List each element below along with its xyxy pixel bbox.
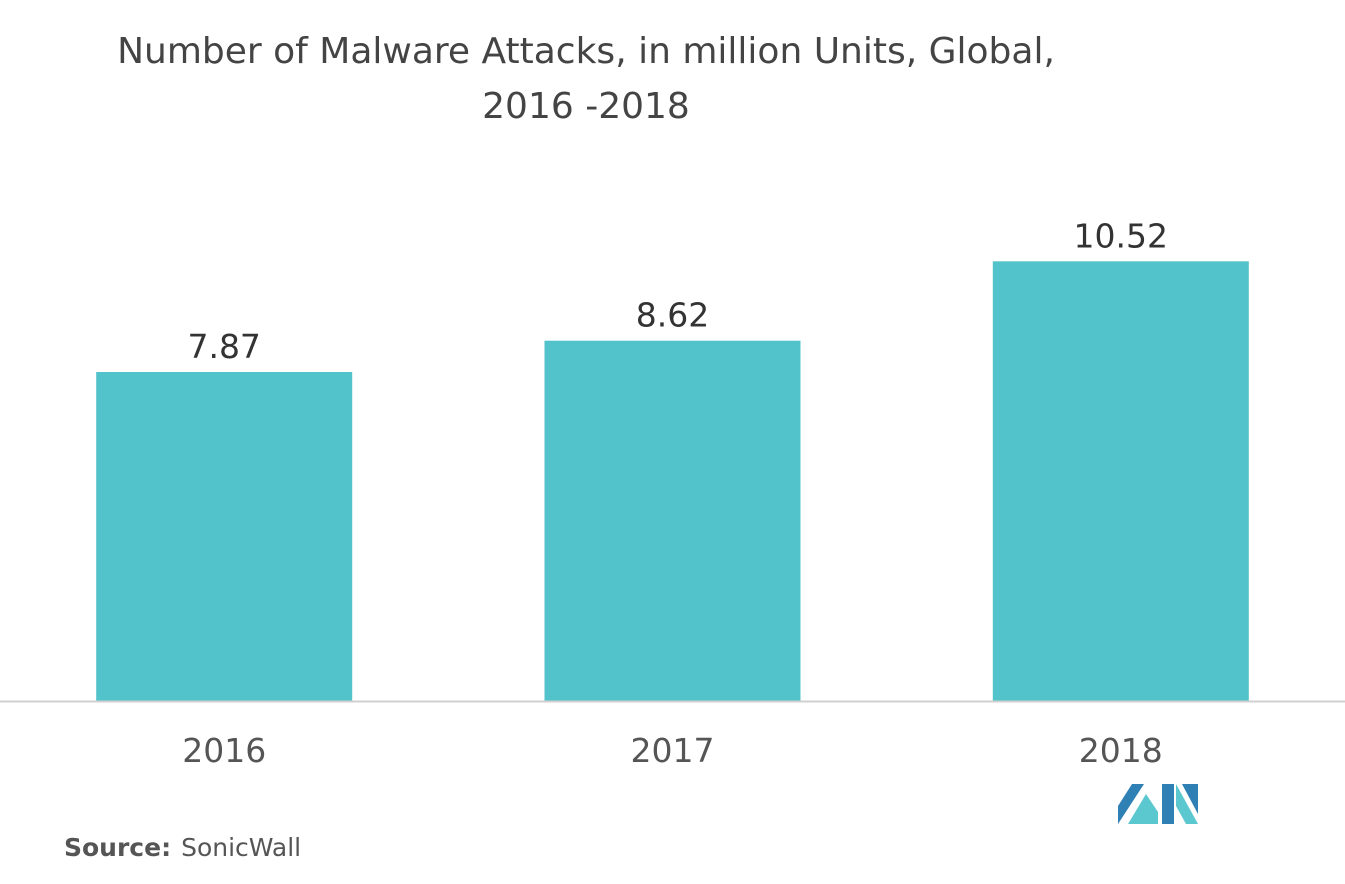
x-tick-labels: 2016 2017 2018 — [182, 731, 1163, 770]
source-label: Source: — [64, 833, 171, 862]
mordor-intelligence-logo-icon — [1118, 784, 1198, 824]
bar-value-label-2018: 10.52 — [1074, 216, 1168, 255]
source-text: SonicWall — [181, 833, 301, 862]
bars-group: 7.87 8.62 10.52 — [96, 216, 1249, 701]
bar-value-label-2017: 8.62 — [636, 296, 709, 335]
source-note: Source: SonicWall — [64, 833, 301, 862]
x-tick-label-2018: 2018 — [1079, 731, 1163, 770]
x-tick-label-2016: 2016 — [182, 731, 266, 770]
bar-2016 — [96, 372, 352, 701]
bar-2017 — [545, 341, 801, 701]
bar-value-label-2016: 7.87 — [187, 327, 260, 366]
bar-2018 — [993, 261, 1249, 701]
x-tick-label-2017: 2017 — [631, 731, 715, 770]
